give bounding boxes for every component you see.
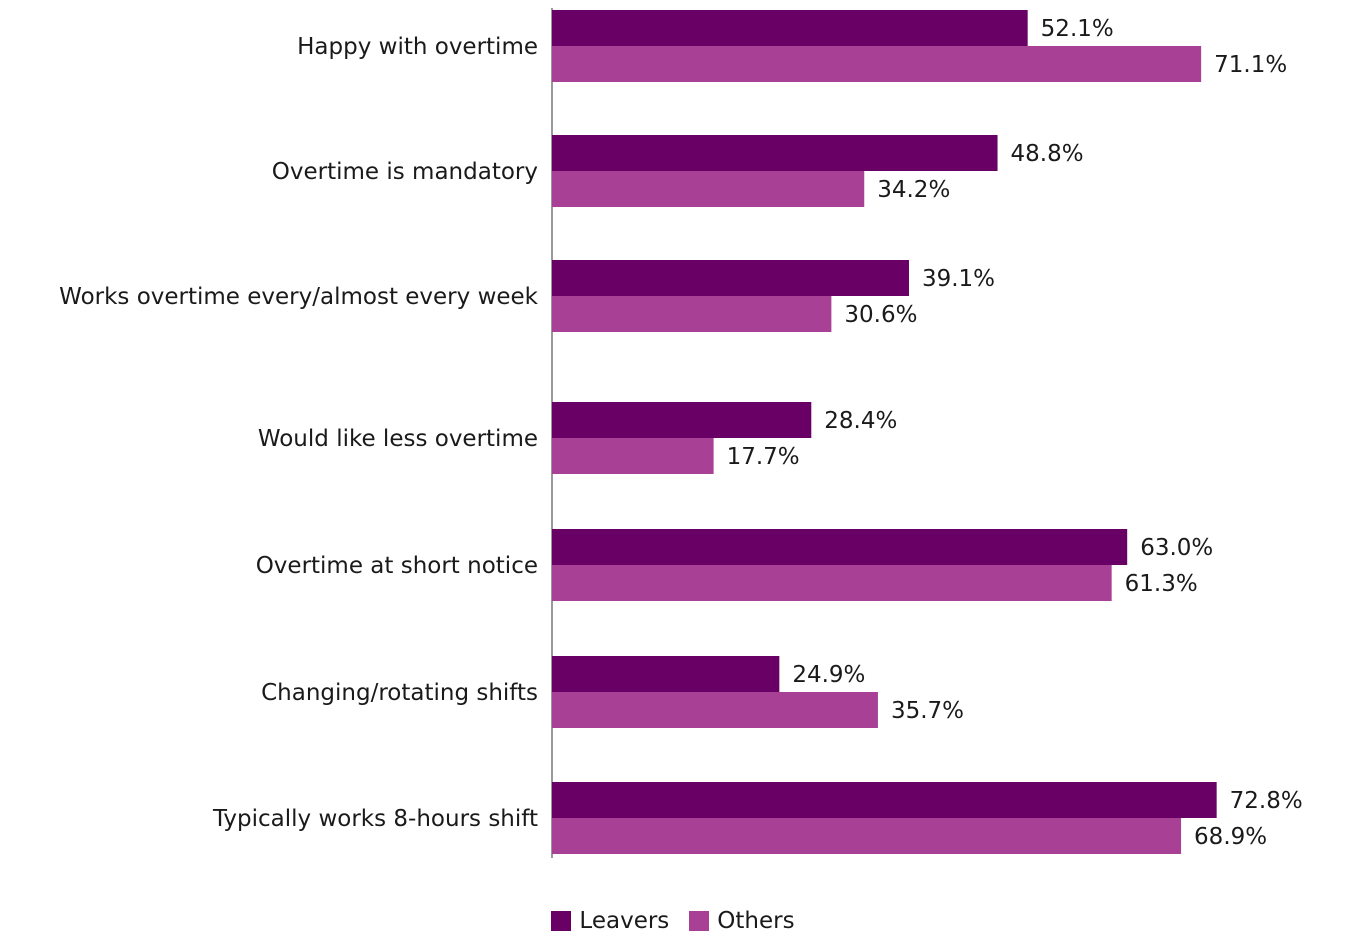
bar-others-typically-works-8-hours-shift: [552, 818, 1182, 854]
category-label-overtime-at-short-notice: Overtime at short notice: [256, 553, 538, 579]
value-label-leavers-would-like-less-overtime: 28.4%: [824, 408, 897, 434]
category-label-would-like-less-overtime: Would like less overtime: [258, 426, 538, 452]
bar-others-overtime-at-short-notice: [552, 565, 1112, 601]
value-label-others-would-like-less-overtime: 17.7%: [727, 444, 800, 470]
legend: Leavers Others: [0, 906, 1346, 936]
value-label-others-happy-with-overtime: 71.1%: [1214, 52, 1287, 78]
bar-leavers-overtime-at-short-notice: [552, 529, 1128, 565]
legend-label-others: Others: [717, 908, 795, 934]
value-label-leavers-overtime-at-short-notice: 63.0%: [1140, 535, 1213, 561]
value-label-others-changing-rotating-shifts: 35.7%: [891, 698, 964, 724]
bar-leavers-would-like-less-overtime: [552, 402, 812, 438]
category-label-changing-rotating-shifts: Changing/rotating shifts: [261, 680, 538, 706]
bar-leavers-works-overtime-every-almost-every-week: [552, 260, 909, 296]
value-label-leavers-works-overtime-every-almost-every-week: 39.1%: [922, 266, 995, 292]
bar-others-happy-with-overtime: [552, 46, 1202, 82]
legend-item-leavers: Leavers: [551, 908, 669, 934]
value-label-others-works-overtime-every-almost-every-week: 30.6%: [844, 302, 917, 328]
bar-leavers-overtime-is-mandatory: [552, 135, 998, 171]
value-label-leavers-typically-works-8-hours-shift: 72.8%: [1230, 788, 1303, 814]
value-label-others-typically-works-8-hours-shift: 68.9%: [1194, 824, 1267, 850]
bar-leavers-happy-with-overtime: [552, 10, 1028, 46]
category-label-typically-works-8-hours-shift: Typically works 8-hours shift: [212, 806, 538, 832]
category-label-overtime-is-mandatory: Overtime is mandatory: [272, 159, 538, 185]
value-label-others-overtime-is-mandatory: 34.2%: [877, 177, 950, 203]
value-label-leavers-happy-with-overtime: 52.1%: [1041, 16, 1114, 42]
value-label-leavers-changing-rotating-shifts: 24.9%: [792, 662, 865, 688]
value-label-others-overtime-at-short-notice: 61.3%: [1125, 571, 1198, 597]
bar-others-overtime-is-mandatory: [552, 171, 865, 207]
legend-swatch-leavers: [551, 911, 572, 931]
bar-others-works-overtime-every-almost-every-week: [552, 296, 832, 332]
bar-others-changing-rotating-shifts: [552, 692, 878, 728]
legend-item-others: Others: [689, 908, 795, 934]
bar-leavers-typically-works-8-hours-shift: [552, 782, 1217, 818]
bar-leavers-changing-rotating-shifts: [552, 656, 780, 692]
bar-chart: Happy with overtime 52.1% 71.1% Overtime is…: [59, 8, 1303, 858]
category-label-happy-with-overtime: Happy with overtime: [297, 34, 538, 60]
legend-swatch-others: [689, 911, 710, 931]
category-label-works-overtime-every-almost-every-week: Works overtime every/almost every week: [59, 284, 539, 310]
value-label-leavers-overtime-is-mandatory: 48.8%: [1011, 141, 1084, 167]
legend-label-leavers: Leavers: [579, 908, 670, 934]
bar-others-would-like-less-overtime: [552, 438, 714, 474]
